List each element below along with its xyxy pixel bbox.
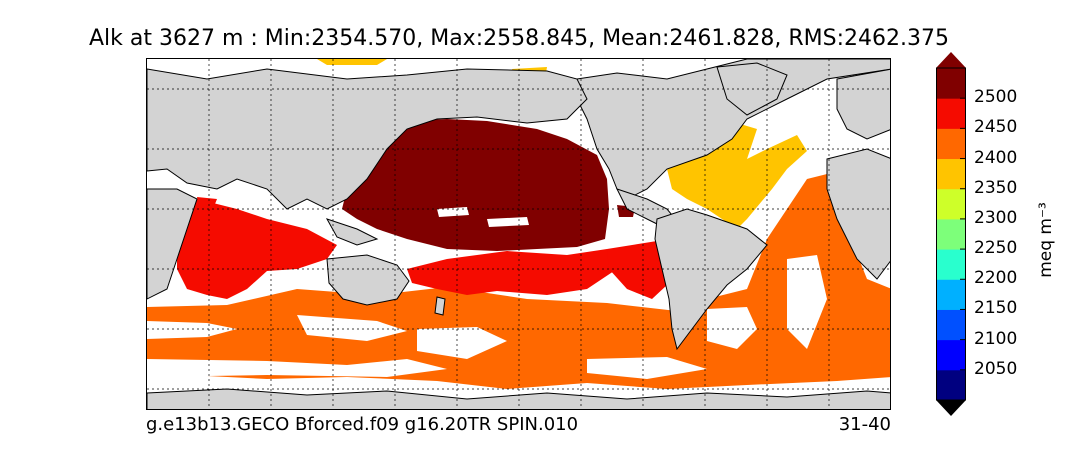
no-data-gap <box>487 217 529 227</box>
colorbar-segment <box>936 369 966 401</box>
australia-land <box>326 254 410 306</box>
colorbar-segment <box>936 188 966 220</box>
colorbar <box>936 52 966 416</box>
map-panel <box>146 58 891 410</box>
no-data-gap <box>587 357 707 379</box>
south-america-land <box>654 208 768 351</box>
no-data-gap <box>297 315 407 341</box>
plot-title: Alk at 3627 m : Min:2354.570, Max:2558.8… <box>89 26 949 51</box>
colorbar-tick-label: 2250 <box>974 238 1018 259</box>
graticule <box>147 59 890 409</box>
colorbar-tick-label: 2150 <box>974 298 1018 319</box>
africa-land <box>826 148 890 280</box>
run-name-label: g.e13b13.GECO Bforced.f09 g16.20TR SPIN.… <box>146 414 579 435</box>
colorbar-segment <box>936 279 966 310</box>
north-atlantic-field <box>667 123 807 229</box>
colorbar-tick-label: 2100 <box>974 328 1018 349</box>
colorbar-segment <box>936 98 966 129</box>
no-data-gap <box>417 327 507 359</box>
colorbar-tick-label: 2400 <box>974 147 1018 168</box>
colorbar-tick-label: 2500 <box>974 87 1018 108</box>
colorbar-tick-label: 2300 <box>974 207 1018 228</box>
europe-land <box>836 68 890 140</box>
colorbar-segment <box>936 249 966 280</box>
south-pacific-field <box>407 249 617 295</box>
colorbar-unit-label: meq m⁻³ <box>1036 202 1056 278</box>
arctic-field <box>317 59 387 65</box>
no-data-gap <box>787 255 827 349</box>
colorbar-segment <box>936 339 966 371</box>
north-america-land <box>576 59 890 200</box>
colorbar-segment <box>936 309 966 341</box>
new-zealand-land <box>434 296 446 316</box>
map-canvas <box>147 59 890 409</box>
east-pacific-field <box>607 241 672 299</box>
no-data-gap <box>437 207 469 217</box>
colorbar-tick-label: 2200 <box>974 268 1018 289</box>
colorbar-extend-min <box>936 400 966 416</box>
colorbar-border <box>936 67 966 401</box>
indian-ocean-field <box>197 197 217 209</box>
years-label: 31-40 <box>838 414 891 435</box>
colorbar-segment <box>936 218 966 250</box>
colorbar-segment <box>936 128 966 160</box>
north-pacific-field <box>342 119 609 251</box>
africa-west-land <box>147 188 198 300</box>
maritime-continent-land <box>325 218 379 246</box>
colorbar-tick-label: 2350 <box>974 177 1018 198</box>
colorbar-extend-max <box>936 52 966 68</box>
no-data-gap <box>147 359 447 377</box>
colorbar-segment <box>936 158 966 190</box>
colorbar-tick-label: 2450 <box>974 117 1018 138</box>
indian-ocean-field <box>177 199 337 299</box>
no-data-gap <box>147 321 237 339</box>
eurasia-land <box>147 68 588 210</box>
no-data-gap <box>707 307 757 349</box>
colorbar-tick-label: 2050 <box>974 358 1018 379</box>
colorbar-segment <box>936 68 966 99</box>
